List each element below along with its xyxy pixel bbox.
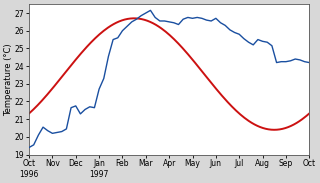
Y-axis label: Temperature (°C): Temperature (°C) <box>4 43 13 116</box>
